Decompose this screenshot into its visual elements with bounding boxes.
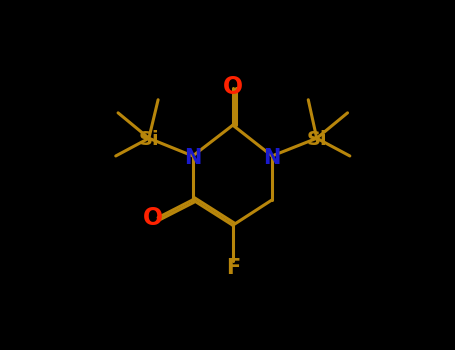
Text: O: O <box>223 75 243 99</box>
Text: N: N <box>263 147 281 168</box>
Text: F: F <box>226 258 240 278</box>
Text: Si: Si <box>139 130 159 149</box>
Text: Si: Si <box>306 130 327 149</box>
Text: N: N <box>184 147 202 168</box>
Text: O: O <box>143 205 163 230</box>
